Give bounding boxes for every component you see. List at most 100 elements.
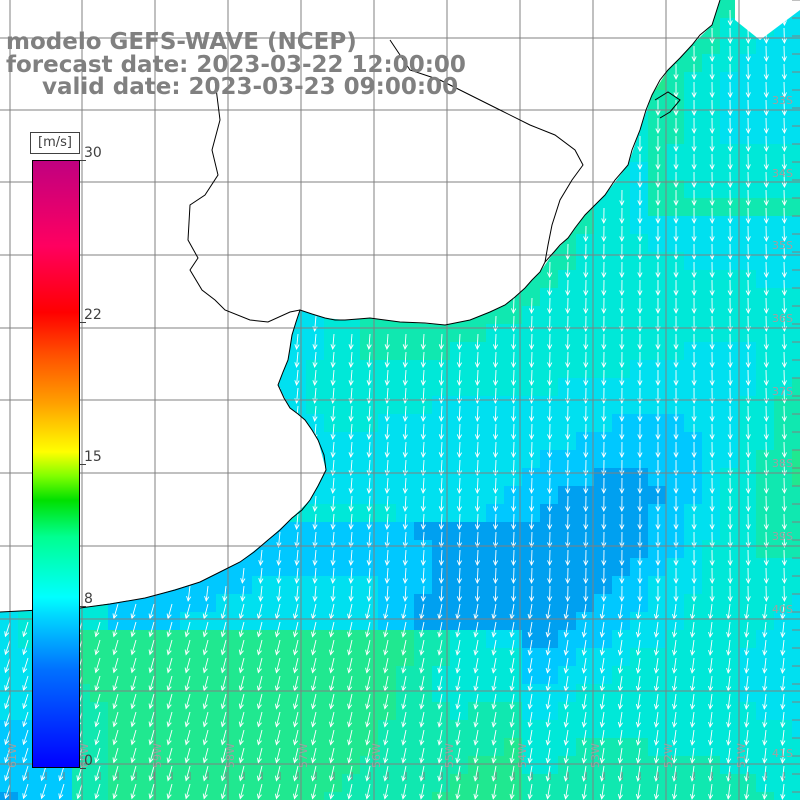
- wind-arrow: [691, 153, 697, 171]
- wind-arrow: [94, 657, 101, 674]
- wind-arrow: [148, 621, 155, 638]
- wind-speed-cell: [198, 684, 217, 703]
- wind-arrow: [563, 693, 569, 710]
- wind-speed-cell: [756, 252, 775, 271]
- wind-arrow: [529, 531, 535, 549]
- wind-arrow: [474, 549, 481, 567]
- wind-speed-cell: [486, 666, 505, 685]
- wind-arrow: [492, 567, 499, 585]
- wind-speed-cell: [792, 72, 800, 91]
- wind-speed-cell: [306, 396, 325, 415]
- wind-speed-cell: [468, 342, 487, 361]
- wind-arrow: [473, 693, 479, 710]
- wind-arrow: [220, 621, 227, 638]
- wind-arrow: [312, 549, 318, 566]
- wind-arrow: [726, 693, 732, 710]
- wind-arrow: [22, 639, 29, 656]
- wind-speed-cell: [270, 720, 289, 739]
- wind-arrow: [348, 549, 354, 566]
- wind-arrow: [547, 513, 553, 531]
- wind-arrow: [619, 279, 625, 297]
- wind-arrow: [529, 351, 535, 369]
- wind-arrow: [492, 531, 499, 549]
- wind-speed-cell: [342, 720, 361, 739]
- wind-arrow: [690, 711, 696, 728]
- wind-arrow: [727, 261, 733, 279]
- wind-speed-cell: [378, 648, 397, 667]
- wind-speed-cell: [234, 666, 253, 685]
- wind-speed-cell: [576, 432, 595, 451]
- wind-speed-cell: [432, 594, 451, 613]
- wind-arrow: [94, 765, 101, 782]
- wind-speed-cell: [54, 774, 73, 793]
- wind-speed-cell: [270, 576, 289, 595]
- latitude-label: 35S: [772, 239, 793, 252]
- wind-arrow: [637, 207, 643, 225]
- wind-arrow: [637, 423, 643, 441]
- wind-arrow: [763, 477, 769, 495]
- wind-speed-cell: [0, 738, 19, 757]
- wind-speed-cell: [594, 504, 613, 523]
- wind-speed-cell: [504, 558, 523, 577]
- wind-arrow: [402, 585, 408, 602]
- wind-speed-cell: [612, 756, 631, 775]
- wind-arrow: [130, 783, 137, 800]
- wind-arrow: [529, 549, 535, 567]
- wind-speed-cell: [180, 684, 199, 703]
- wind-speed-cell: [630, 720, 649, 739]
- wind-speed-cell: [756, 90, 775, 109]
- wind-speed-cell: [252, 576, 271, 595]
- wind-speed-cell: [756, 594, 775, 613]
- wind-speed-cell: [180, 774, 199, 793]
- wind-arrow: [294, 513, 300, 530]
- wind-speed-cell: [684, 612, 703, 631]
- wind-speed-cell: [324, 432, 343, 451]
- wind-arrow: [112, 639, 119, 656]
- wind-arrow: [762, 693, 768, 710]
- wind-speed-cell: [594, 612, 613, 631]
- wind-arrow: [565, 369, 571, 387]
- wind-speed-cell: [306, 342, 325, 361]
- wind-speed-cell: [558, 306, 577, 325]
- wind-speed-cell: [342, 522, 361, 541]
- wind-arrow: [256, 783, 263, 800]
- wind-speed-cell: [306, 576, 325, 595]
- wind-speed-cell: [630, 540, 649, 559]
- wind-speed-cell: [702, 702, 721, 721]
- wind-speed-cell: [450, 414, 469, 433]
- wind-speed-cell: [684, 486, 703, 505]
- longitude-label: 53W: [589, 743, 602, 768]
- wind-arrow: [583, 225, 589, 243]
- wind-speed-cell: [666, 774, 685, 793]
- wind-arrow: [653, 711, 660, 728]
- wind-speed-cell: [450, 504, 469, 523]
- longitude-label: 52W: [662, 743, 675, 768]
- wind-arrow: [781, 153, 787, 171]
- wind-arrow: [510, 549, 517, 567]
- wind-arrow: [402, 567, 408, 584]
- wind-speed-cell: [306, 702, 325, 721]
- wind-arrow: [438, 495, 444, 513]
- wind-speed-cell: [18, 792, 37, 800]
- wind-speed-cell: [738, 522, 757, 541]
- wind-arrow: [691, 477, 697, 495]
- wind-speed-cell: [720, 594, 739, 613]
- wind-arrow: [420, 459, 426, 477]
- wind-speed-cell: [450, 396, 469, 415]
- wind-arrow: [312, 369, 318, 386]
- wind-speed-cell: [558, 432, 577, 451]
- wind-speed-cell: [648, 378, 667, 397]
- wind-arrow: [420, 423, 426, 441]
- wind-arrow: [781, 189, 787, 207]
- wind-speed-cell: [504, 504, 523, 523]
- wind-speed-cell: [738, 36, 757, 55]
- wind-arrow: [419, 729, 425, 746]
- wind-speed-cell: [468, 594, 487, 613]
- wind-speed-cell: [558, 486, 577, 505]
- wind-arrow: [329, 657, 335, 674]
- wind-speed-cell: [378, 324, 397, 343]
- wind-arrow: [294, 567, 300, 584]
- wind-speed-cell: [684, 108, 703, 127]
- wind-speed-cell: [378, 774, 397, 793]
- wind-speed-cell: [504, 756, 523, 775]
